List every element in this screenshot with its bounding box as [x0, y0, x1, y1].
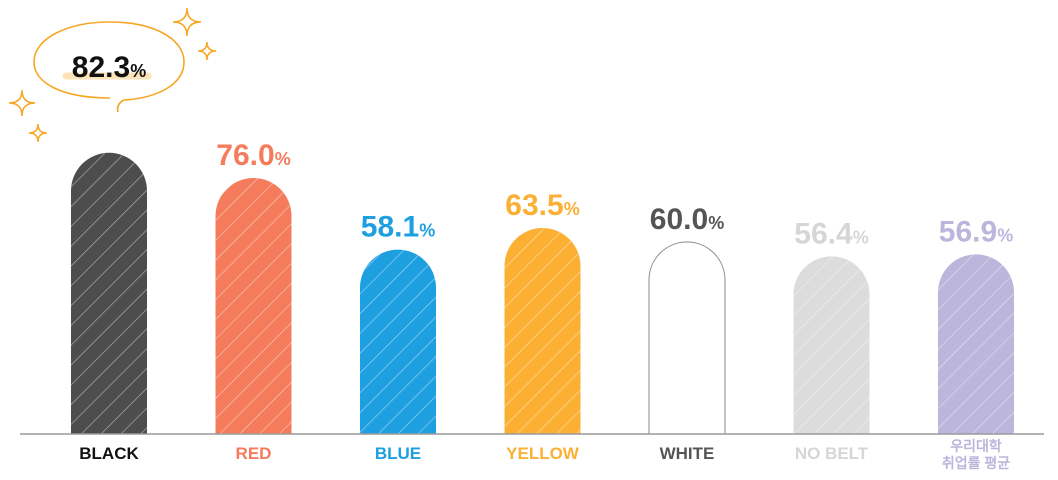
sparkle-icon: [197, 41, 217, 61]
sparkle-icon: [28, 123, 48, 143]
bar-white: [648, 241, 726, 435]
sparkle-icon: [172, 7, 202, 37]
bar-hatch-average: [938, 254, 1014, 434]
value-label-average: 56.9%: [939, 215, 1013, 248]
value-label-blue: 58.1%: [361, 211, 435, 244]
bar-hatch-blue: [360, 249, 436, 434]
category-label-black: BLACK: [79, 444, 139, 463]
category-label-average: 우리대학 취업률 평균: [942, 438, 1010, 471]
category-label-white: WHITE: [660, 444, 715, 463]
highlight-callout: [8, 7, 217, 143]
labels-group: 82.3% BLACK 76.0% RED 58.1% BLUE 63.5% YELLOW 60…: [72, 51, 1013, 471]
value-label-white: 60.0%: [650, 203, 724, 236]
value-label-no-belt: 56.4%: [794, 217, 868, 250]
category-label-yellow: YELLOW: [506, 444, 580, 463]
value-label-red: 76.0%: [216, 139, 290, 172]
category-label-blue: BLUE: [375, 444, 421, 463]
bar-hatch-red: [215, 178, 292, 434]
speech-bubble-icon: [33, 21, 185, 113]
category-label-red: RED: [236, 444, 272, 463]
bar-hatch-yellow: [504, 228, 581, 434]
sparkle-icon: [8, 89, 36, 117]
category-label-no-belt: NO BELT: [795, 444, 869, 463]
bar-hatch-no-belt: [793, 256, 870, 434]
value-label-black: 82.3%: [72, 51, 146, 84]
bar-hatch-black: [71, 152, 147, 435]
value-label-yellow: 63.5%: [505, 189, 579, 222]
bars-group: [71, 152, 1014, 435]
